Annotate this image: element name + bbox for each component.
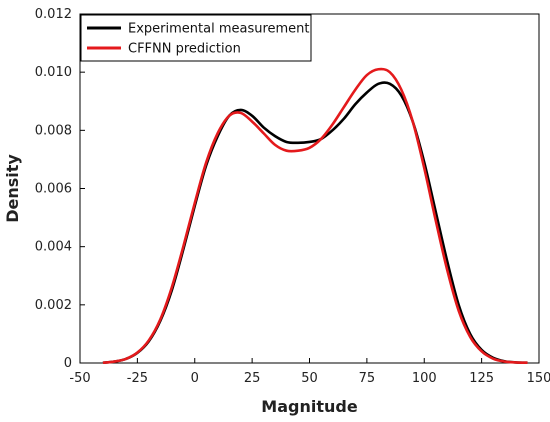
x-tick-label: 50	[301, 371, 318, 386]
legend-box	[80, 14, 312, 62]
y-tick-label: 0.012	[35, 7, 72, 22]
y-tick-label: 0.008	[35, 123, 72, 138]
x-tick-label: 25	[244, 371, 261, 386]
y-tick-label: 0.010	[35, 65, 72, 80]
y-tick-label: 0.006	[35, 182, 72, 197]
x-tick-label: -25	[127, 371, 148, 386]
x-tick-label: 125	[469, 371, 494, 386]
x-axis-title: Magnitude	[261, 397, 358, 416]
legend-label-cffnn: CFFNN prediction	[128, 42, 241, 57]
x-tick-label: 0	[191, 371, 199, 386]
legend: Experimental measurement CFFNN predictio…	[80, 14, 312, 62]
series-layer	[102, 67, 528, 365]
y-tick-label: 0	[64, 356, 72, 371]
x-axis-ticks: -50 -25 0 25 50 75 100 125 150	[69, 358, 550, 386]
series-line-1	[102, 67, 528, 365]
x-tick-label: 75	[359, 371, 376, 386]
plot-area	[79, 13, 540, 364]
x-tick-label: 150	[527, 371, 550, 386]
x-tick-label: -50	[69, 371, 90, 386]
x-tick-label: 100	[412, 371, 437, 386]
y-tick-label: 0.002	[35, 298, 72, 313]
y-tick-label: 0.004	[35, 240, 72, 255]
y-axis-title: Density	[3, 154, 22, 223]
y-axis-ticks: 0 0.002 0.004 0.006 0.008 0.010 0.012	[35, 7, 85, 371]
legend-label-experimental: Experimental measurement	[128, 22, 310, 37]
